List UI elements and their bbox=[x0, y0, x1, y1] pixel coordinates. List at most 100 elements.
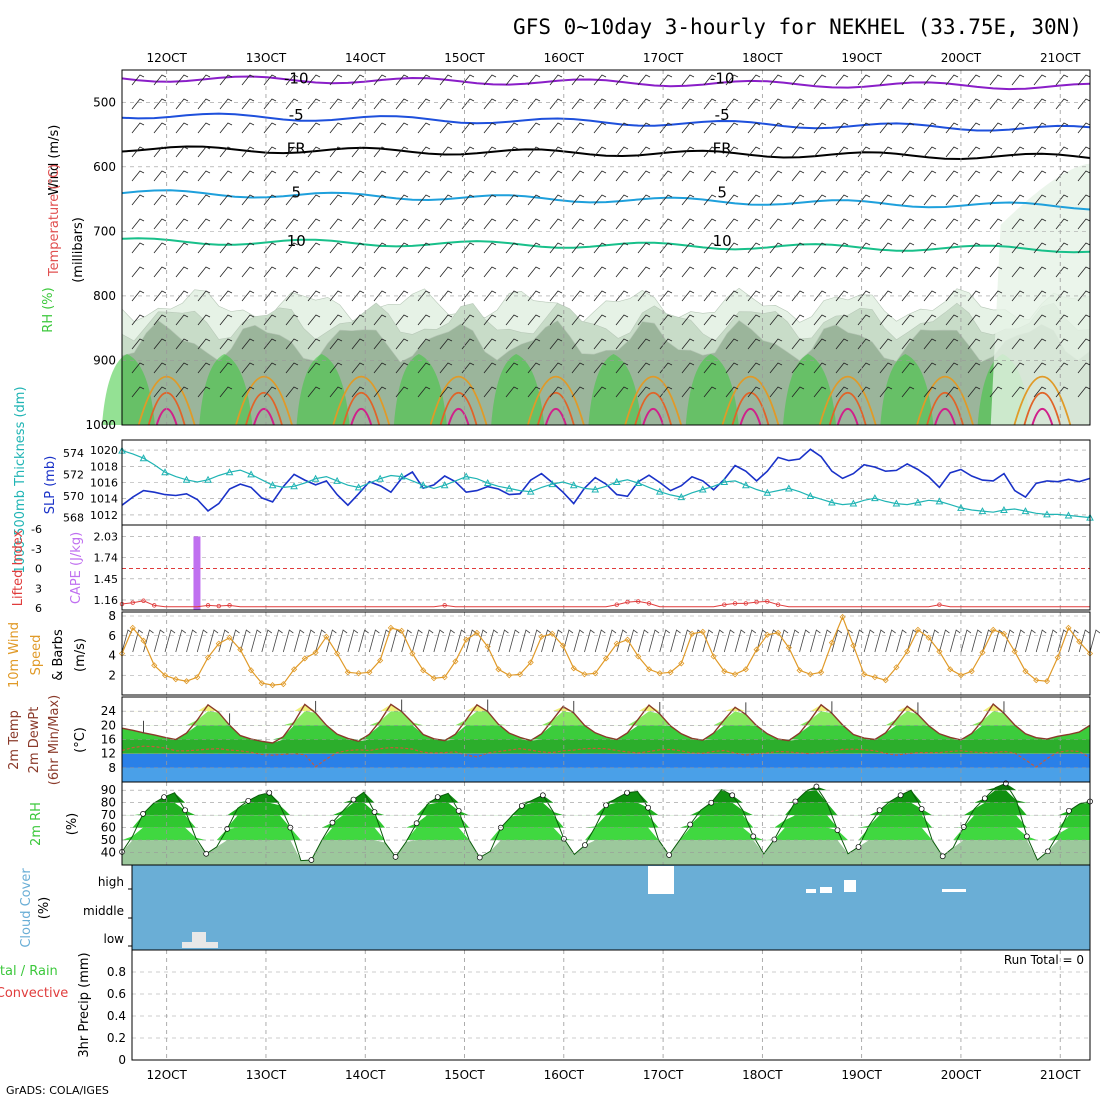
wind-barb bbox=[637, 386, 651, 398]
wind-barb bbox=[571, 146, 585, 158]
lifted-index-marker bbox=[141, 598, 146, 603]
thickness-marker bbox=[978, 507, 987, 515]
wind10m-barb bbox=[229, 629, 240, 653]
y-tick-label: 500 bbox=[93, 95, 116, 109]
wind-barb bbox=[1011, 194, 1025, 206]
wind-barb bbox=[835, 98, 849, 110]
wind-barb bbox=[1077, 218, 1091, 230]
wind10m-barb bbox=[272, 629, 283, 653]
thickness-marker bbox=[526, 487, 535, 495]
wind-barb bbox=[813, 122, 827, 134]
wind-barb bbox=[879, 242, 893, 254]
wind-barb bbox=[263, 266, 277, 278]
lifted-index-marker bbox=[937, 602, 942, 607]
thickness-marker bbox=[505, 484, 514, 492]
wind-barb bbox=[241, 314, 255, 326]
wind-barb bbox=[285, 122, 299, 134]
wind-barb bbox=[989, 386, 1003, 398]
thickness-marker bbox=[698, 485, 707, 493]
wind-speed-marker bbox=[452, 658, 459, 665]
top-tick-label: 16OCT bbox=[544, 51, 585, 65]
wind-barb bbox=[131, 194, 145, 206]
lifted-index-marker bbox=[636, 599, 641, 604]
wind-speed-marker bbox=[366, 669, 373, 676]
wind-barb bbox=[175, 122, 189, 134]
credit-label: GrADS: COLA/IGES bbox=[6, 1084, 109, 1097]
wind10m-barb bbox=[530, 629, 541, 653]
wind-barb bbox=[351, 314, 365, 326]
wind-barb bbox=[1077, 266, 1091, 278]
wind-barb bbox=[439, 218, 453, 230]
wind10m-barb bbox=[960, 629, 972, 653]
wind-speed-marker bbox=[1043, 678, 1051, 685]
wind-barb bbox=[131, 266, 145, 278]
wind-barb bbox=[483, 314, 497, 326]
wind-barb bbox=[351, 194, 365, 206]
wind10m-barb bbox=[734, 629, 746, 653]
wind-barb bbox=[637, 338, 651, 350]
wind-barb bbox=[153, 218, 167, 230]
wind-barb bbox=[703, 170, 717, 182]
rh-marker bbox=[834, 827, 841, 833]
wind-barb bbox=[593, 218, 607, 230]
wind-speed-marker bbox=[280, 681, 287, 688]
wind-barb bbox=[483, 218, 497, 230]
wind-barb bbox=[307, 218, 321, 230]
wind-barb bbox=[1077, 338, 1091, 350]
wind-barb bbox=[395, 218, 409, 230]
wind-barb bbox=[967, 314, 981, 326]
wind-speed-marker bbox=[430, 675, 437, 682]
rh-marker bbox=[266, 789, 273, 796]
wind-barb bbox=[747, 98, 761, 110]
isotherm-line bbox=[121, 75, 1091, 91]
wind-barb bbox=[417, 290, 431, 302]
wind-barb bbox=[769, 362, 783, 374]
rh-marker bbox=[140, 811, 146, 817]
wind-barb bbox=[373, 386, 387, 398]
wind-barb bbox=[615, 266, 629, 278]
y-axis-label-barbs: & Barbs bbox=[51, 629, 66, 681]
wind-barb bbox=[967, 338, 981, 350]
wind-barb bbox=[703, 242, 717, 254]
dewpoint-line bbox=[121, 745, 1091, 768]
rh-marker bbox=[1066, 807, 1072, 814]
wind10m-barb bbox=[874, 629, 886, 653]
wind-barb bbox=[285, 74, 299, 86]
wind-barb bbox=[241, 338, 255, 350]
thickness-marker bbox=[397, 472, 406, 480]
thickness-marker bbox=[957, 503, 965, 511]
rh-marker bbox=[476, 854, 483, 861]
wind-barb bbox=[505, 290, 519, 302]
rh-humid-blob bbox=[685, 354, 739, 425]
wind-barb bbox=[813, 74, 827, 86]
wind-barb bbox=[505, 266, 519, 278]
rh-marker bbox=[666, 852, 672, 858]
wind-barb bbox=[175, 146, 189, 158]
thickness-marker bbox=[548, 480, 557, 488]
wind10m-barb bbox=[745, 629, 757, 653]
wind-barb bbox=[131, 290, 145, 302]
wind-barb bbox=[769, 338, 783, 350]
wind-barb bbox=[747, 146, 761, 158]
wind-barb bbox=[857, 290, 871, 302]
wind-barb bbox=[703, 266, 717, 278]
wind-barb bbox=[263, 338, 277, 350]
wind-barb bbox=[439, 290, 453, 302]
wind10m-barb bbox=[368, 629, 380, 653]
cloud-cover-panel: high middle low Cloud Cover (%) bbox=[19, 864, 1091, 951]
wind-barb bbox=[197, 338, 211, 350]
thickness-marker bbox=[204, 475, 212, 483]
wind-barb bbox=[219, 266, 233, 278]
y-axis-label-cloud-units: (%) bbox=[37, 897, 52, 920]
wind-barb bbox=[879, 218, 893, 230]
wind-barb bbox=[285, 362, 299, 374]
wind-barb bbox=[835, 362, 849, 374]
bottom-time-axis: 12OCT 13OCT 14OCT 15OCT 16OCT 17OCT 18OCT 19OCT… bbox=[146, 1068, 1081, 1082]
wind10m-barb bbox=[1025, 629, 1036, 653]
wind-barb bbox=[725, 362, 739, 374]
wind-speed-marker bbox=[699, 628, 706, 635]
wind-barb bbox=[175, 386, 189, 398]
wind-barb bbox=[417, 194, 431, 206]
thickness-marker bbox=[871, 494, 879, 502]
